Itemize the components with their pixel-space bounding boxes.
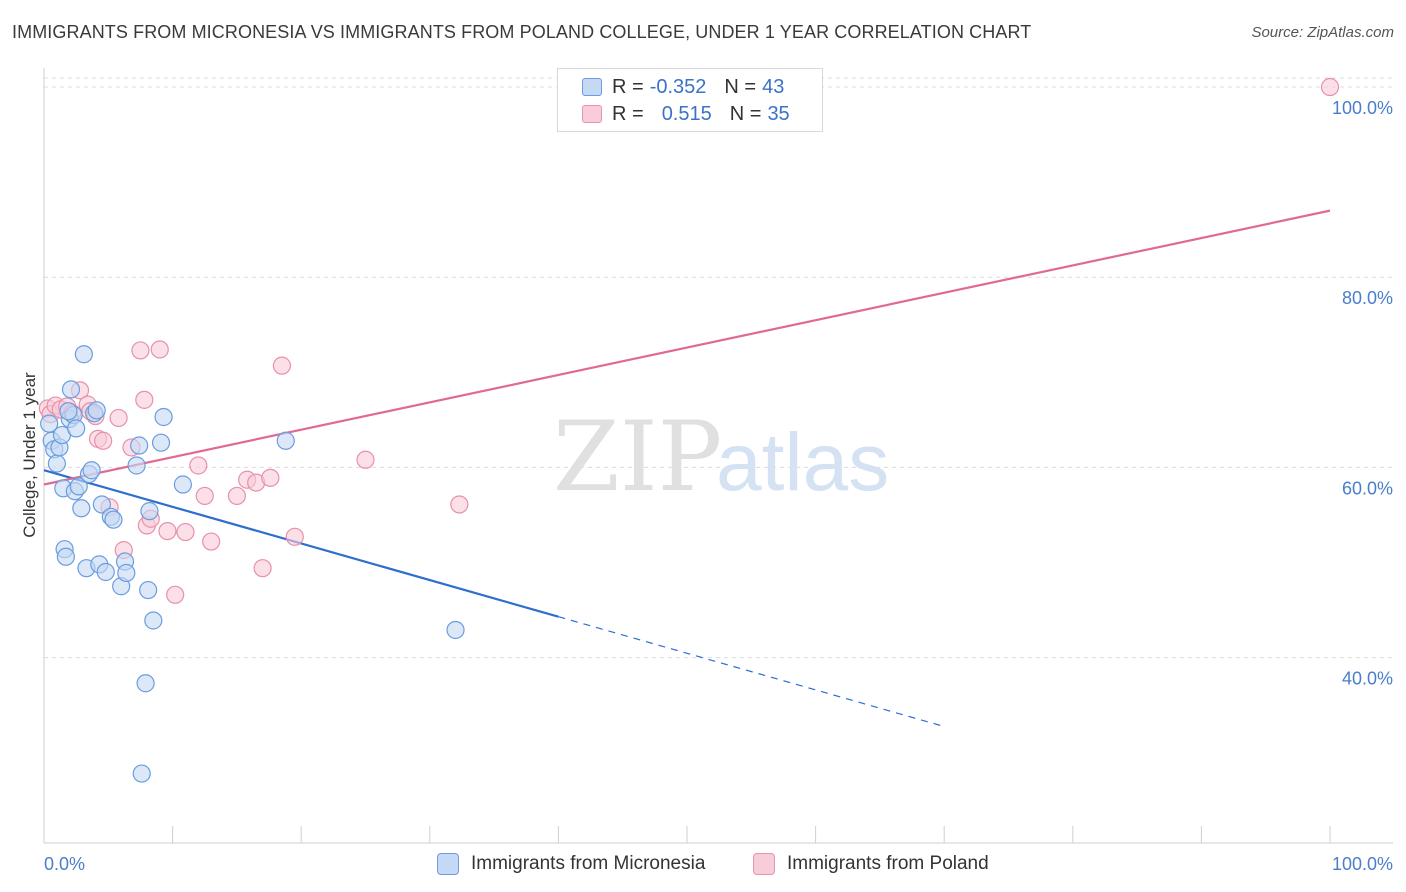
data-point-micronesia [87,401,106,420]
data-point-poland [176,522,195,542]
data-point-poland [131,341,150,360]
data-point-micronesia [96,562,115,582]
data-point-poland [272,356,292,375]
data-point-micronesia [140,502,159,521]
data-point-poland [202,532,221,551]
data-point-poland [166,585,185,604]
y-tick-label: 60.0% [1342,478,1393,498]
x-tick-label-min: 0.0% [44,854,85,874]
data-point-poland [356,450,375,469]
source-label: Source: ZipAtlas.com [1251,24,1394,41]
legend-item-micronesia[interactable]: Immigrants from Micronesia [437,851,705,877]
data-point-micronesia [144,611,163,630]
legend-n-label: N = [729,102,762,125]
legend-item-poland[interactable]: Immigrants from Poland [753,851,989,877]
y-tick-label: 100.0% [1332,98,1393,118]
data-point-poland [135,390,154,409]
trend-lines [43,209,1331,728]
trend-line-micronesia-extension [558,616,945,728]
data-point-micronesia [127,456,146,475]
legend-n-label: N = [724,75,757,98]
data-point-micronesia [446,620,465,640]
data-point-poland [150,340,169,359]
data-point-poland [158,521,177,541]
watermark-atlas: atlas [716,417,889,508]
legend-n-value: 43 [762,75,785,98]
data-point-poland [189,456,208,475]
legend-label-micronesia: Immigrants from Micronesia [471,853,706,874]
legend-swatch-micronesia [437,853,459,875]
data-point-poland [195,486,214,506]
stats-legend: R = -0.352 N = 43 R = 0.515 N = 35 [557,68,823,132]
data-point-poland [227,486,246,506]
legend-swatch-poland [582,105,602,123]
data-point-micronesia [132,764,151,783]
data-point-micronesia [136,674,155,693]
legend-n-value: 35 [767,102,790,125]
grid-lines [44,77,1393,659]
data-point-micronesia [67,419,86,438]
data-point-micronesia [59,402,78,421]
data-point-micronesia [47,454,66,473]
data-point-micronesia [173,475,192,494]
y-axis-label: College, Under 1 year [20,372,39,538]
data-point-poland [109,408,128,428]
data-point-micronesia [151,433,171,452]
trend-line-poland [43,209,1331,486]
chart-title: IMMIGRANTS FROM MICRONESIA VS IMMIGRANTS… [12,22,1032,42]
data-point-micronesia [104,510,123,529]
legend-swatch-poland [753,853,775,875]
data-point-poland [1320,77,1340,97]
data-point-micronesia [154,407,173,427]
legend-r-label: R = [612,102,644,125]
axes [43,68,1393,844]
legend-r-value: 0.515 [661,102,712,125]
x-tick-label-max: 100.0% [1332,854,1393,874]
data-point-poland [450,495,469,514]
data-point-micronesia [276,431,295,450]
data-point-micronesia [130,436,149,455]
data-point-micronesia [82,461,101,480]
data-points [38,77,1340,783]
data-point-poland [253,559,272,578]
data-point-micronesia [61,380,81,399]
watermark: ZIP atlas [553,401,889,513]
tick-labels: 100.0% 80.0% 60.0% 40.0% 0.0% 100.0% [44,98,1393,874]
data-point-micronesia [56,547,75,566]
y-tick-label: 80.0% [1342,288,1393,308]
data-point-micronesia [74,345,93,364]
data-point-micronesia [117,563,136,583]
data-point-micronesia [92,495,111,514]
legend-r-value: -0.352 [649,75,707,98]
legend-row-poland: R = 0.515 N = 35 [582,102,790,126]
data-point-micronesia [69,477,88,496]
trend-line-micronesia [43,469,559,618]
data-point-micronesia [139,580,158,600]
data-point-micronesia [72,499,91,518]
legend-swatch-micronesia [582,78,602,96]
watermark-zip: ZIP [553,401,722,513]
data-point-poland [285,527,304,546]
data-point-poland [261,468,280,487]
data-point-poland [94,431,113,450]
y-tick-label: 40.0% [1342,669,1393,689]
legend-label-poland: Immigrants from Poland [787,853,989,874]
legend-r-label: R = [612,75,644,98]
legend-row-micronesia: R = -0.352 N = 43 [582,75,784,99]
